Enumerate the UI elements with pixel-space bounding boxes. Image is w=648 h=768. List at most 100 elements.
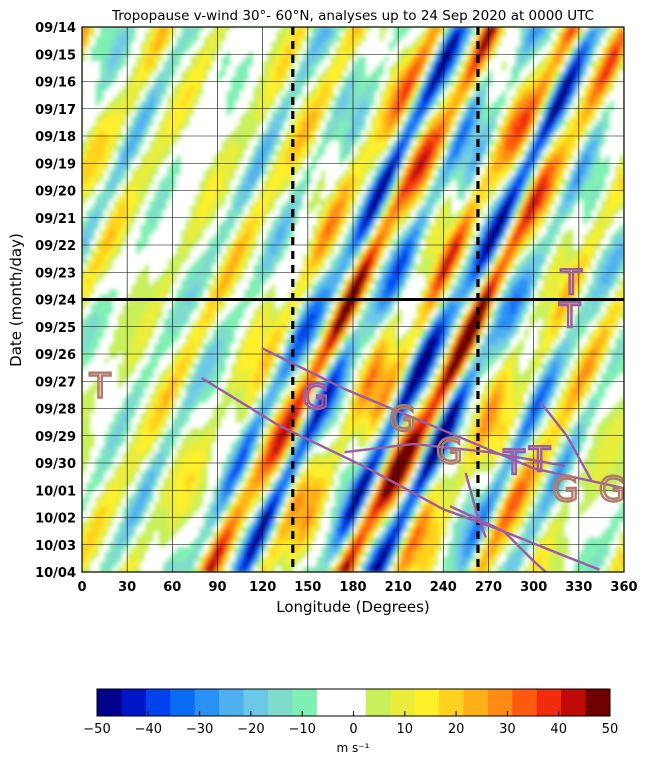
field-cell <box>126 200 137 206</box>
field-cell <box>402 91 408 97</box>
field-cell <box>384 234 390 241</box>
field-cell <box>415 36 422 43</box>
field-cell <box>605 61 616 68</box>
field-cell <box>352 190 358 196</box>
field-cell <box>104 66 110 72</box>
field-cell <box>357 200 363 206</box>
field-cell <box>235 264 241 271</box>
field-cell <box>275 219 282 226</box>
field-cell <box>546 100 553 107</box>
field-cell <box>239 239 245 246</box>
field-cell <box>379 279 386 286</box>
field-cell <box>82 41 87 48</box>
field-cell <box>361 294 367 300</box>
field-cell <box>415 86 422 92</box>
field-cell <box>343 180 358 186</box>
field-cell <box>614 100 624 107</box>
field-cell <box>384 249 390 256</box>
field-cell <box>424 185 431 191</box>
field-cell <box>479 110 485 117</box>
field-cell <box>82 46 87 53</box>
field-cell <box>366 110 372 117</box>
field-cell <box>343 279 349 286</box>
field-cell <box>582 294 589 300</box>
field-cell <box>501 274 507 281</box>
field-cell <box>397 140 404 147</box>
field-cell <box>244 209 250 216</box>
field-cell <box>560 185 566 191</box>
field-cell <box>515 125 526 132</box>
field-cell <box>95 229 101 236</box>
field-cell <box>591 41 598 48</box>
field-cell <box>388 81 395 87</box>
field-cell <box>293 125 300 132</box>
field-cell <box>519 259 526 266</box>
field-cell <box>506 244 512 251</box>
field-cell <box>144 150 151 157</box>
field-cell <box>171 284 182 290</box>
field-cell <box>217 264 223 271</box>
field-cell <box>90 209 96 216</box>
field-cell <box>420 145 435 152</box>
field-cell <box>420 135 426 142</box>
field-cell <box>488 145 494 152</box>
field-cell <box>302 200 309 206</box>
field-cell <box>180 135 227 142</box>
field-cell <box>582 165 589 172</box>
field-cell <box>348 190 354 196</box>
field-cell <box>605 91 611 97</box>
field-cell <box>307 130 313 137</box>
field-cell <box>397 155 404 162</box>
field-cell <box>370 239 376 246</box>
field-cell <box>510 86 516 92</box>
field-cell <box>86 155 105 162</box>
field-cell <box>488 91 503 97</box>
field-cell <box>415 185 422 191</box>
field-cell <box>474 61 480 68</box>
field-cell <box>199 190 205 196</box>
field-cell <box>307 76 313 82</box>
field-cell <box>447 279 453 286</box>
field-cell <box>176 100 182 107</box>
field-cell <box>298 155 304 162</box>
field-cell <box>451 150 458 157</box>
field-cell <box>320 81 327 87</box>
field-cell <box>533 254 544 261</box>
field-cell <box>334 289 340 295</box>
field-cell <box>578 27 584 33</box>
field-cell <box>420 115 426 122</box>
field-cell <box>293 36 300 43</box>
field-cell <box>470 219 476 226</box>
field-cell <box>610 259 620 266</box>
field-cell <box>438 46 444 53</box>
field-cell <box>528 249 535 256</box>
field-cell <box>573 175 580 181</box>
field-cell <box>451 180 458 186</box>
field-cell <box>542 239 553 246</box>
field-cell <box>542 165 548 172</box>
field-cell <box>424 244 444 251</box>
field-cell <box>578 284 584 290</box>
field-cell <box>117 41 128 48</box>
field-cell <box>104 274 137 281</box>
field-cell <box>244 309 255 315</box>
field-cell <box>90 135 96 142</box>
field-cell <box>533 190 539 196</box>
field-cell <box>560 46 566 53</box>
field-cell <box>348 155 354 162</box>
field-cell <box>122 195 137 201</box>
field-cell <box>388 204 395 211</box>
field-cell <box>99 71 105 77</box>
field-cell <box>208 36 223 43</box>
field-cell <box>591 125 598 132</box>
field-cell <box>176 274 187 281</box>
field-cell <box>262 190 268 196</box>
field-cell <box>194 259 205 266</box>
field-cell <box>158 130 169 137</box>
field-cell <box>393 135 399 142</box>
field-cell <box>451 27 458 33</box>
field-cell <box>375 219 381 226</box>
field-cell <box>352 195 358 201</box>
field-cell <box>497 140 503 147</box>
field-cell <box>564 115 571 122</box>
